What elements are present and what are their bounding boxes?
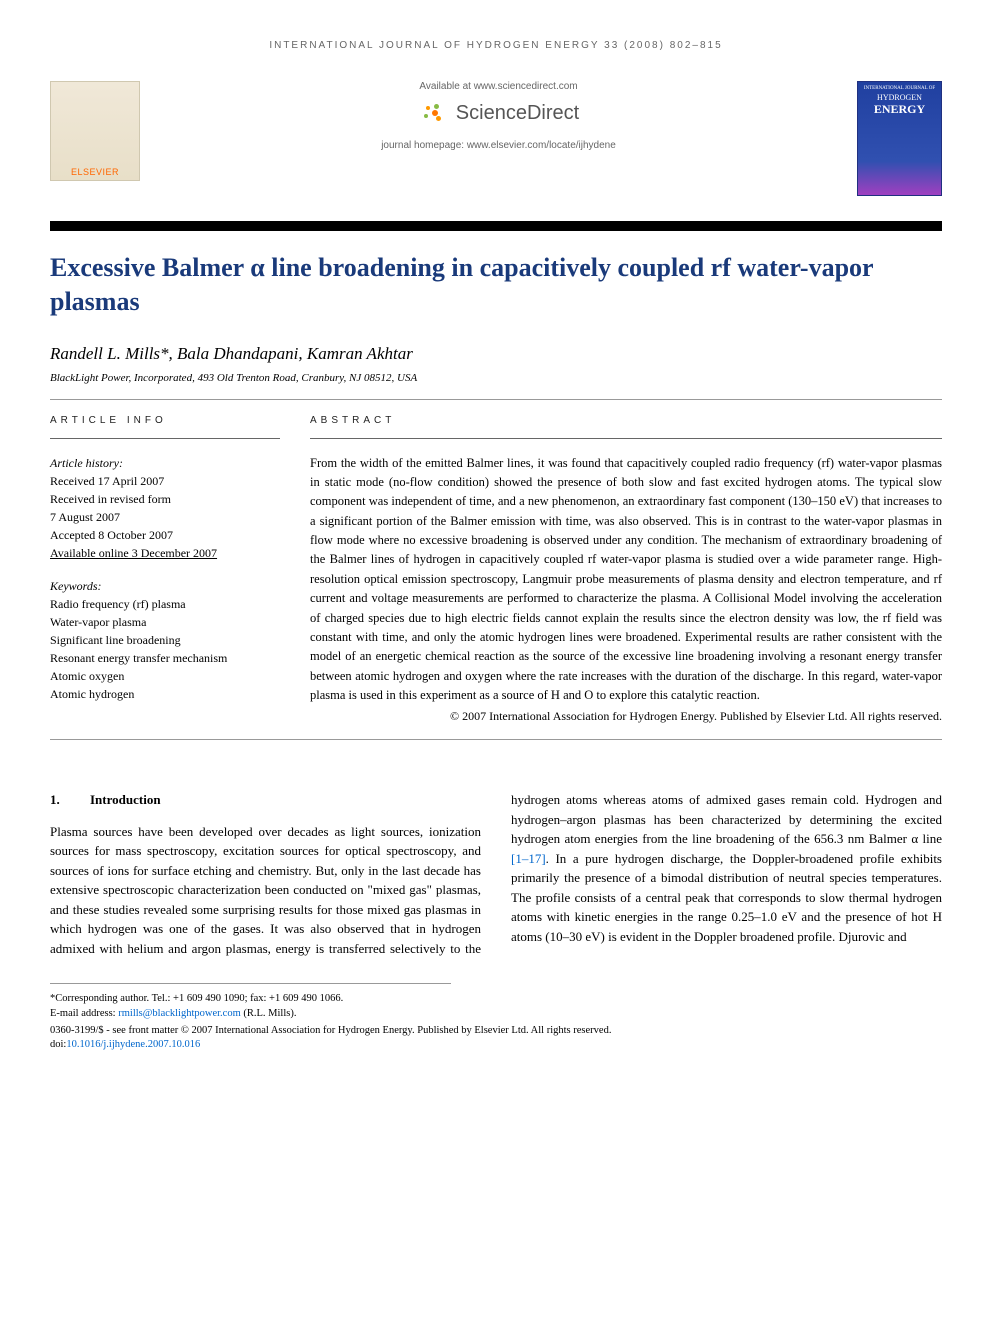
copyright: © 2007 International Association for Hyd… xyxy=(310,709,942,724)
sciencedirect-logo: ScienceDirect xyxy=(160,102,837,125)
footnotes: *Corresponding author. Tel.: +1 609 490 … xyxy=(50,983,451,1021)
keyword: Significant line broadening xyxy=(50,631,280,649)
authors: Randell L. Mills*, Bala Dhandapani, Kamr… xyxy=(50,344,942,364)
email-line: E-mail address: rmills@blacklightpower.c… xyxy=(50,1007,451,1022)
corresponding-author: *Corresponding author. Tel.: +1 609 490 … xyxy=(50,992,451,1007)
section-heading: 1.Introduction xyxy=(50,790,481,810)
running-header: INTERNATIONAL JOURNAL OF HYDROGEN ENERGY… xyxy=(50,40,942,51)
thick-divider xyxy=(50,221,942,231)
section-number: 1. xyxy=(50,790,90,810)
keyword: Water-vapor plasma xyxy=(50,613,280,631)
abstract-text: From the width of the emitted Balmer lin… xyxy=(310,454,942,706)
header-section: Available at www.sciencedirect.com Scien… xyxy=(50,81,942,211)
received-date: Received 17 April 2007 xyxy=(50,472,280,490)
front-matter: 0360-3199/$ - see front matter © 2007 In… xyxy=(50,1024,942,1039)
revised-date: 7 August 2007 xyxy=(50,508,280,526)
email-link[interactable]: rmills@blacklightpower.com xyxy=(118,1008,241,1019)
keyword: Resonant energy transfer mechanism xyxy=(50,649,280,667)
journal-cover: INTERNATIONAL JOURNAL OF HYDROGEN ENERGY xyxy=(857,81,942,196)
online-date: Available online 3 December 2007 xyxy=(50,544,280,562)
cover-hydrogen-text: HYDROGEN xyxy=(862,93,937,102)
journal-homepage-text: journal homepage: www.elsevier.com/locat… xyxy=(160,140,837,151)
cover-top-text: INTERNATIONAL JOURNAL OF xyxy=(862,86,937,91)
keyword: Atomic oxygen xyxy=(50,667,280,685)
cover-energy-text: ENERGY xyxy=(862,102,937,117)
revised-label: Received in revised form xyxy=(50,490,280,508)
article-info-column: ARTICLE INFO Article history: Received 1… xyxy=(50,415,280,725)
sciencedirect-text: ScienceDirect xyxy=(456,102,579,125)
accepted-date: Accepted 8 October 2007 xyxy=(50,526,280,544)
article-info-label: ARTICLE INFO xyxy=(50,415,280,426)
keyword: Radio frequency (rf) plasma xyxy=(50,595,280,613)
article-history-label: Article history: xyxy=(50,454,280,472)
divider xyxy=(50,438,280,439)
elsevier-logo xyxy=(50,81,140,181)
doi-line: doi:10.1016/j.ijhydene.2007.10.016 xyxy=(50,1039,942,1050)
body-paragraph: Plasma sources have been developed over … xyxy=(50,790,942,958)
reference-link[interactable]: [1–17] xyxy=(511,851,546,866)
divider xyxy=(50,739,942,740)
affiliation: BlackLight Power, Incorporated, 493 Old … xyxy=(50,372,942,384)
divider xyxy=(310,438,942,439)
abstract-column: ABSTRACT From the width of the emitted B… xyxy=(310,415,942,725)
section-title: Introduction xyxy=(90,792,161,807)
keyword: Atomic hydrogen xyxy=(50,685,280,703)
abstract-label: ABSTRACT xyxy=(310,415,942,426)
introduction-section: 1.Introduction Plasma sources have been … xyxy=(50,790,942,958)
keywords-label: Keywords: xyxy=(50,577,280,595)
article-title: Excessive Balmer α line broadening in ca… xyxy=(50,251,942,319)
doi-link[interactable]: 10.1016/j.ijhydene.2007.10.016 xyxy=(66,1039,200,1050)
available-at-text: Available at www.sciencedirect.com xyxy=(160,81,837,92)
